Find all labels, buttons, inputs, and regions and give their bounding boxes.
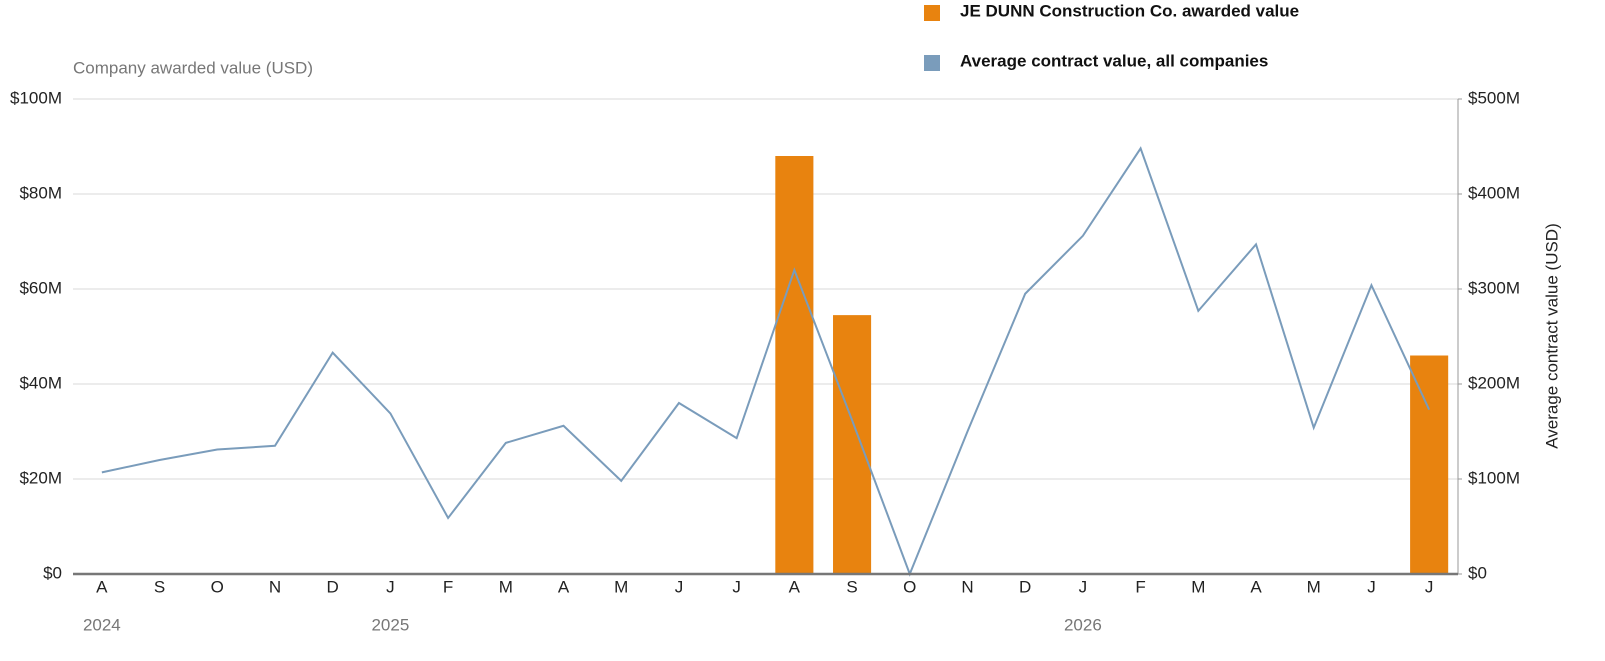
x-tick-label: S xyxy=(154,577,165,596)
legend-swatch xyxy=(924,5,940,21)
legend-label: JE DUNN Construction Co. awarded value xyxy=(960,1,1299,20)
year-label: 2025 xyxy=(371,615,409,634)
x-tick-label: S xyxy=(846,577,857,596)
x-tick-label: D xyxy=(1019,577,1031,596)
y2-tick-label: $0 xyxy=(1468,563,1487,582)
x-tick-label: F xyxy=(1135,577,1145,596)
x-tick-label: N xyxy=(269,577,281,596)
x-tick-label: M xyxy=(499,577,513,596)
x-tick-label: N xyxy=(961,577,973,596)
x-tick-label: A xyxy=(1250,577,1262,596)
y-tick-label: $80M xyxy=(19,183,62,202)
x-tick-label: J xyxy=(386,577,395,596)
x-tick-label: D xyxy=(327,577,339,596)
x-tick-label: A xyxy=(96,577,108,596)
y2-tick-label: $300M xyxy=(1468,278,1520,297)
y2-tick-label: $400M xyxy=(1468,183,1520,202)
y-tick-label: $60M xyxy=(19,278,62,297)
legend-label: Average contract value, all companies xyxy=(960,51,1268,70)
y-tick-label: $20M xyxy=(19,468,62,487)
bar xyxy=(833,315,872,574)
year-label: 2026 xyxy=(1064,615,1102,634)
x-tick-label: O xyxy=(903,577,916,596)
y-tick-label: $40M xyxy=(19,373,62,392)
y2-tick-label: $100M xyxy=(1468,468,1520,487)
x-tick-label: J xyxy=(675,577,684,596)
line xyxy=(101,146,1431,577)
x-tick-label: A xyxy=(558,577,570,596)
x-tick-label: J xyxy=(732,577,741,596)
x-tick-label: M xyxy=(614,577,628,596)
y-tick-label: $0 xyxy=(43,563,62,582)
x-tick-label: J xyxy=(1425,577,1434,596)
x-tick-label: M xyxy=(1307,577,1321,596)
year-label: 2024 xyxy=(83,615,121,634)
x-tick-label: F xyxy=(443,577,453,596)
y-axis-title: Company awarded value (USD) xyxy=(73,58,313,77)
legend-swatch xyxy=(924,55,940,71)
x-tick-label: M xyxy=(1191,577,1205,596)
y2-tick-label: $200M xyxy=(1468,373,1520,392)
y2-axis-title: Average contract value (USD) xyxy=(1542,223,1561,449)
bar xyxy=(1410,355,1449,574)
bar xyxy=(775,156,814,574)
y-tick-label: $100M xyxy=(10,88,62,107)
x-tick-label: A xyxy=(789,577,801,596)
y2-tick-label: $500M xyxy=(1468,88,1520,107)
x-tick-label: J xyxy=(1367,577,1376,596)
x-tick-label: O xyxy=(211,577,224,596)
x-tick-label: J xyxy=(1079,577,1088,596)
